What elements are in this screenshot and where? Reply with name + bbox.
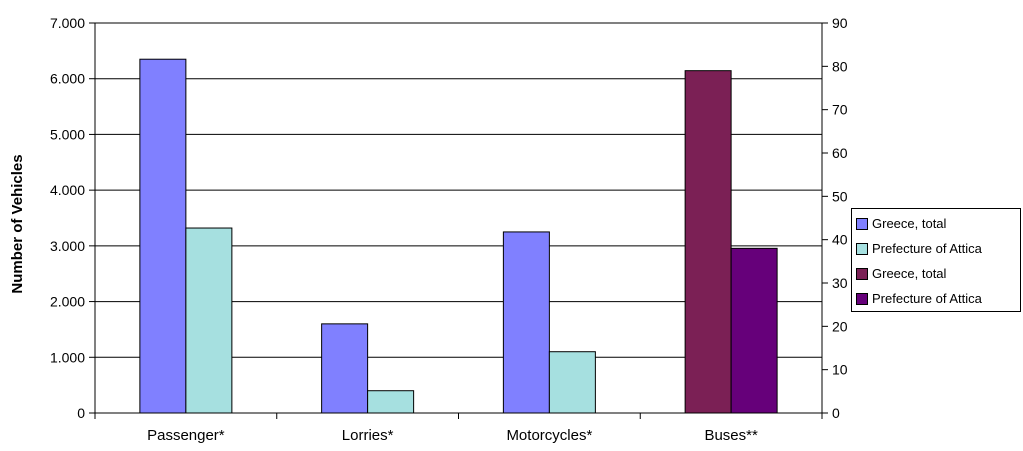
category-label: Buses** <box>704 427 758 444</box>
right-tick-label: 70 <box>832 102 848 118</box>
legend: Greece, total Prefecture of Attica Greece,… <box>851 208 1021 312</box>
left-tick-label: 2.000 <box>50 294 85 310</box>
legend-swatch <box>856 267 868 280</box>
legend-label: Greece, total <box>872 266 947 281</box>
left-tick-label: 5.000 <box>50 126 85 142</box>
bar <box>367 390 415 414</box>
bar <box>321 323 369 414</box>
right-tick-label: 30 <box>832 275 848 291</box>
left-tick-label: 3.000 <box>50 238 85 254</box>
bar <box>548 351 596 414</box>
category-label: Lorries* <box>342 427 394 444</box>
legend-label: Prefecture of Attica <box>872 241 982 256</box>
legend-item: Greece, total <box>856 261 1020 286</box>
right-tick-label: 0 <box>832 405 840 421</box>
legend-swatch <box>856 292 868 305</box>
legend-item: Greece, total <box>856 211 1020 236</box>
legend-swatch <box>856 242 868 255</box>
legend-item: Prefecture of Attica <box>856 286 1020 311</box>
category-label: Passenger* <box>147 427 225 444</box>
axes <box>94 23 823 419</box>
left-tick-label: 7.000 <box>50 15 85 31</box>
right-tick-label: 10 <box>832 362 848 378</box>
right-tick-label: 60 <box>832 145 848 161</box>
bars <box>139 58 778 414</box>
left-axis-ticks: 0 1.000 2.000 3.000 4.000 5.000 6.000 7.000 <box>50 15 95 421</box>
category-labels: Passenger* Lorries* Motorcycles* Buses** <box>147 427 758 444</box>
bar <box>185 227 233 414</box>
legend-swatch <box>856 217 868 230</box>
legend-label: Greece, total <box>872 216 947 231</box>
bar <box>684 70 732 414</box>
right-tick-label: 90 <box>832 15 848 31</box>
y-axis-label: Number of Vehicles <box>9 154 26 293</box>
right-tick-label: 40 <box>832 232 848 248</box>
left-tick-label: 4.000 <box>50 182 85 198</box>
right-axis-ticks: 0 10 20 30 40 50 60 70 80 90 <box>822 15 848 421</box>
left-tick-label: 0 <box>77 405 85 421</box>
left-tick-label: 1.000 <box>50 349 85 365</box>
bar <box>730 247 778 414</box>
legend-label: Prefecture of Attica <box>872 291 982 306</box>
category-label: Motorcycles* <box>506 427 592 444</box>
right-tick-label: 20 <box>832 318 848 334</box>
left-tick-label: 6.000 <box>50 71 85 87</box>
legend-item: Prefecture of Attica <box>856 236 1020 261</box>
bar <box>139 58 187 414</box>
right-tick-label: 50 <box>832 188 848 204</box>
right-tick-label: 80 <box>832 58 848 74</box>
bar <box>502 231 550 414</box>
